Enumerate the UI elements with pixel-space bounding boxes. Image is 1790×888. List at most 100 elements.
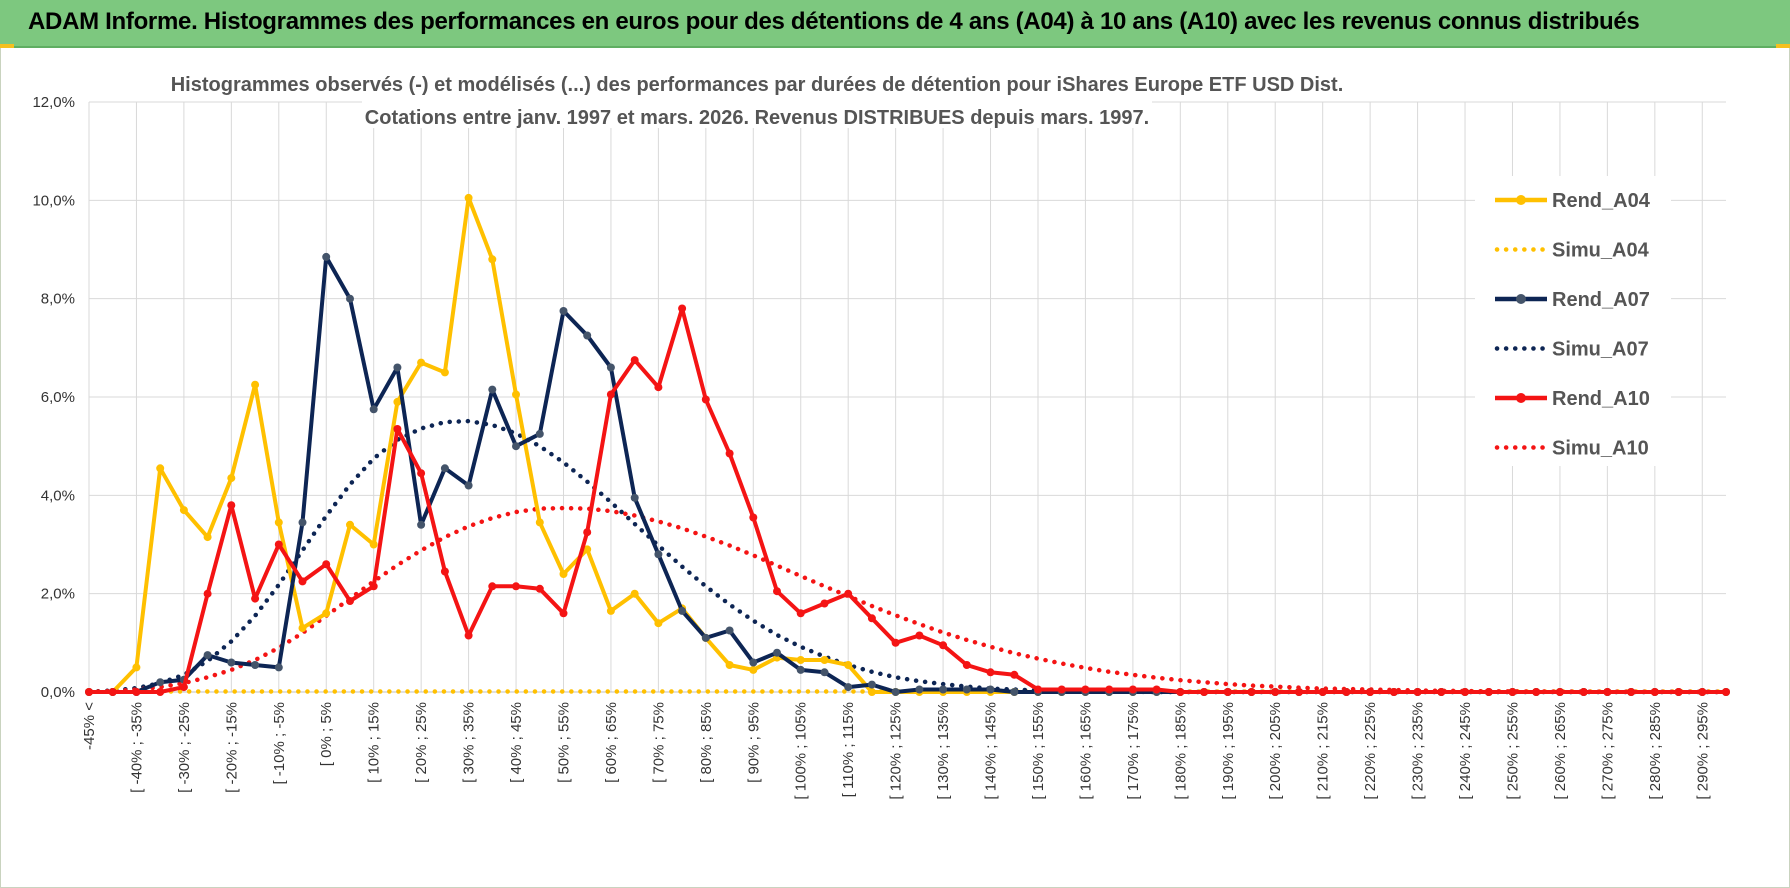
legend-item-simu-a04: Simu_A04 (1494, 240, 1650, 262)
point-rend-a04 (630, 589, 639, 598)
line-simu-a10 (86, 505, 1729, 695)
point-rend-a10 (986, 668, 995, 677)
legend-label: Simu_A07 (1552, 339, 1649, 361)
point-rend-a10 (1532, 688, 1541, 696)
point-rend-a07 (939, 685, 948, 694)
x-tick-label: [ 60% ; 65% (603, 702, 620, 783)
x-tick-label: [ 250% ; 255% (1504, 702, 1521, 800)
point-rend-a07 (725, 626, 734, 635)
point-rend-a04 (867, 688, 876, 696)
x-tick-label: [ 180% ; 185% (1172, 702, 1189, 800)
point-rend-a10 (1508, 688, 1517, 696)
y-tick-label: 10,0% (32, 192, 75, 209)
point-rend-a10 (844, 589, 853, 598)
x-tick-label: [ 270% ; 275% (1599, 702, 1616, 800)
point-rend-a04 (796, 656, 805, 664)
point-rend-a10 (749, 513, 758, 522)
point-rend-a10 (417, 469, 426, 478)
point-rend-a10 (915, 631, 924, 640)
point-rend-a07 (251, 661, 260, 669)
point-rend-a04 (440, 368, 449, 377)
point-rend-a10 (820, 599, 829, 608)
banner-corner-left (0, 44, 14, 48)
point-rend-a10 (1722, 688, 1730, 696)
legend-item-simu-a10: Simu_A10 (1494, 438, 1649, 460)
point-rend-a07 (915, 685, 924, 694)
legend-label: Simu_A10 (1552, 438, 1649, 460)
point-rend-a04 (156, 464, 165, 473)
point-rend-a10 (1579, 688, 1588, 696)
x-tick-label: [ 170% ; 175% (1125, 702, 1142, 800)
x-tick-label: [ 140% ; 145% (983, 702, 1000, 800)
point-rend-a10 (654, 383, 663, 392)
x-tick-label: [ 30% ; 35% (461, 702, 478, 783)
x-tick-label: [ 40% ; 45% (508, 702, 525, 783)
point-rend-a04 (535, 518, 544, 527)
x-tick-label: [ 80% ; 85% (698, 702, 715, 783)
point-rend-a10 (1176, 688, 1185, 696)
legend-marker (1516, 195, 1526, 205)
point-rend-a10 (274, 540, 283, 549)
point-rend-a10 (179, 683, 188, 692)
x-tick-label: [ 230% ; 235% (1410, 702, 1427, 800)
point-rend-a10 (1128, 685, 1137, 694)
point-rend-a04 (559, 570, 568, 578)
point-rend-a07 (369, 405, 378, 414)
x-tick-label: [ 50% ; 55% (555, 702, 572, 783)
y-tick-label: 4,0% (41, 487, 75, 504)
point-rend-a04 (512, 390, 520, 399)
point-rend-a10 (1295, 688, 1303, 696)
point-rend-a10 (773, 587, 781, 596)
point-rend-a04 (393, 397, 402, 406)
point-rend-a10 (1105, 685, 1114, 694)
point-rend-a10 (251, 594, 260, 603)
point-rend-a07 (488, 385, 497, 394)
point-rend-a10 (725, 449, 734, 458)
point-rend-a07 (891, 688, 900, 696)
x-axis: -45% < [ -40% ; -35% [ -30% ; -25% [ -20% ;… (81, 702, 1711, 800)
y-tick-label: 6,0% (41, 389, 75, 406)
point-rend-a10 (203, 589, 212, 598)
point-rend-a04 (464, 193, 473, 202)
x-tick-label: [ 10% ; 15% (366, 702, 383, 783)
point-rend-a10 (1342, 688, 1351, 696)
legend-item-rend-a07: Rend_A07 (1495, 289, 1650, 311)
point-rend-a10 (606, 390, 615, 399)
point-rend-a04 (844, 661, 853, 669)
point-rend-a04 (417, 358, 426, 367)
point-rend-a10 (962, 661, 971, 669)
legend-backdrop (1475, 176, 1671, 466)
chart-title-line-1: Histogrammes observés (-) et modélisés (… (171, 74, 1344, 96)
point-rend-a10 (796, 609, 805, 618)
point-rend-a10 (1674, 688, 1683, 696)
point-rend-a04 (725, 661, 734, 669)
point-rend-a10 (1603, 688, 1612, 696)
point-rend-a07 (844, 683, 853, 692)
x-tick-label: [ 160% ; 165% (1077, 702, 1094, 800)
point-rend-a07 (227, 658, 236, 667)
point-rend-a07 (773, 648, 781, 657)
point-rend-a07 (867, 680, 876, 689)
legend-item-simu-a07: Simu_A07 (1494, 339, 1649, 361)
point-rend-a07 (559, 307, 568, 315)
title-backdrop-1 (168, 66, 1346, 96)
point-rend-a07 (820, 668, 829, 677)
chart-title: Histogrammes observés (-) et modélisés (… (168, 66, 1346, 129)
point-rend-a07 (678, 606, 687, 615)
series-rend-a10 (85, 304, 1730, 696)
point-rend-a07 (962, 685, 971, 694)
point-rend-a10 (678, 304, 687, 313)
banner-corner-right (1776, 44, 1790, 48)
y-tick-label: 0,0% (41, 684, 75, 701)
point-rend-a07 (417, 520, 426, 529)
point-rend-a10 (1484, 688, 1493, 696)
x-tick-label: [ 100% ; 105% (793, 702, 810, 800)
point-rend-a04 (274, 518, 283, 527)
point-rend-a10 (440, 567, 449, 576)
point-rend-a10 (369, 582, 378, 591)
point-rend-a10 (322, 560, 331, 569)
point-rend-a04 (488, 255, 497, 264)
legend-marker (1516, 393, 1526, 403)
y-axis: 0,0% 2,0% 4,0% 6,0% 8,0% 10,0% 12,0% (32, 94, 75, 701)
point-rend-a10 (1318, 688, 1327, 696)
